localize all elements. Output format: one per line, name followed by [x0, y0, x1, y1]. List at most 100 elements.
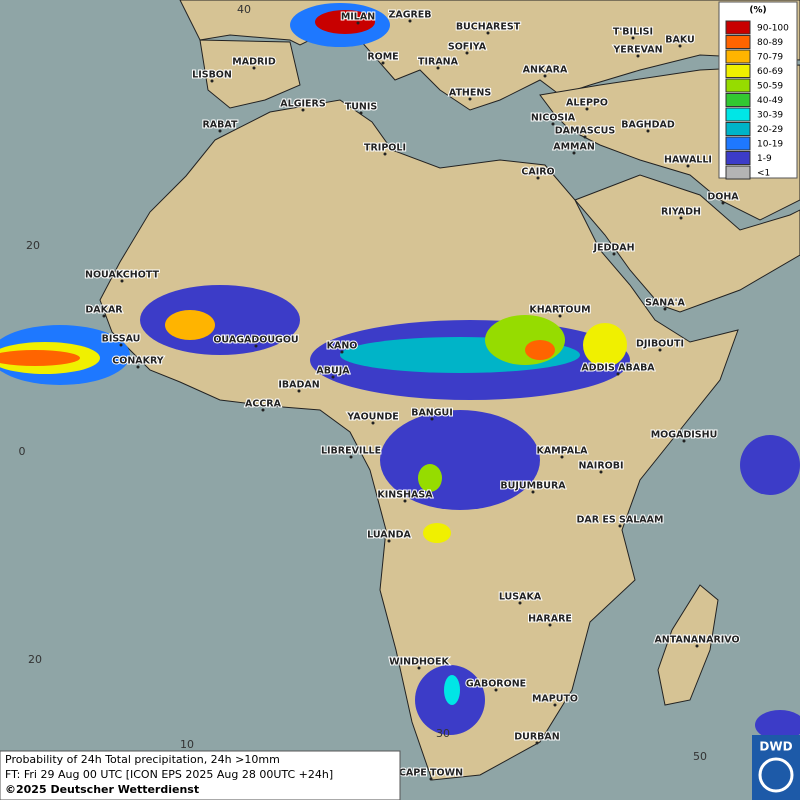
city-dot — [682, 439, 686, 443]
city-dot — [102, 314, 106, 318]
logo-box — [752, 735, 800, 800]
legend-label: 90-100 — [757, 24, 789, 34]
city-label: MOGADISHU — [651, 430, 718, 441]
city-label: ANTANANARIVO — [654, 635, 739, 646]
footer-box — [0, 750, 401, 801]
city-label: RABAT — [202, 120, 238, 131]
city-dot — [585, 107, 589, 111]
city-dot — [548, 623, 552, 627]
city-dot — [119, 343, 123, 347]
city-dot — [543, 74, 547, 78]
logo: DWD — [752, 735, 800, 800]
legend-label: 1-9 — [757, 154, 772, 164]
legend-label: 10-19 — [757, 140, 783, 150]
city-dot — [558, 314, 562, 318]
city-label: BAGHDAD — [621, 120, 675, 131]
arabia — [574, 174, 800, 313]
grid-label: 30 — [436, 727, 450, 740]
city-dot — [572, 151, 576, 155]
precip-area — [315, 10, 375, 34]
city-label: AMMAN — [553, 142, 595, 153]
legend-swatch — [725, 78, 751, 93]
city-label: KHARTOUM — [529, 305, 590, 316]
legend-swatch — [725, 107, 751, 122]
city-dot — [371, 421, 375, 425]
city-label: TRIPOLI — [364, 143, 406, 154]
precip-area — [583, 323, 627, 367]
city-label: DOHA — [707, 192, 739, 203]
city-label: DAR ES SALAAM — [577, 515, 664, 526]
city-label: DJIBOUTI — [636, 339, 684, 350]
grid-label: 10 — [180, 738, 194, 751]
city-dot — [599, 470, 603, 474]
city-dot — [686, 164, 690, 168]
city-dot — [536, 176, 540, 180]
city-label: KAMPALA — [536, 446, 588, 457]
city-label: MILAN — [341, 12, 375, 23]
city-dot — [381, 61, 385, 65]
city-label: GABORONE — [466, 679, 526, 690]
city-dot — [560, 455, 564, 459]
city-dot — [297, 389, 301, 393]
city-dot — [678, 44, 682, 48]
legend-label: 40-49 — [757, 96, 783, 106]
city-dot — [356, 21, 360, 25]
legend-label: 50-59 — [757, 82, 783, 92]
precip-area — [418, 464, 442, 492]
city-dot — [359, 111, 363, 115]
city-dot — [254, 344, 258, 348]
city-label: CAIRO — [521, 167, 554, 178]
legend-label: 70-79 — [757, 53, 783, 63]
city-label: ZAGREB — [388, 10, 431, 21]
city-label: MADRID — [232, 57, 276, 68]
city-label: BAKU — [665, 35, 695, 46]
city-dot — [583, 135, 587, 139]
city-label: ALGIERS — [280, 99, 326, 110]
legend-swatch — [725, 20, 751, 35]
legend-swatch — [725, 151, 751, 165]
city-dot — [301, 108, 305, 112]
precipitation — [0, 3, 800, 740]
footer-line: FT: Fri 29 Aug 00 UTC [ICON EPS 2025 Aug… — [5, 768, 333, 781]
city-dot — [331, 375, 335, 379]
city-label: ABUJA — [316, 366, 350, 377]
city-label: LUANDA — [367, 530, 411, 541]
city-dot — [136, 365, 140, 369]
legend-label: 20-29 — [757, 125, 783, 135]
city-label: BISSAU — [102, 334, 141, 345]
cities: MILAN ZAGREB BUCHAREST SOFIYA ROME TIRANA MADR… — [84, 9, 795, 781]
city-dot — [429, 777, 433, 781]
city-dot — [465, 51, 469, 55]
city-label: NICOSIA — [531, 113, 576, 124]
city-label: ROME — [367, 52, 398, 63]
precip-area — [165, 310, 215, 340]
city-dot — [553, 703, 557, 707]
precip-area — [755, 710, 800, 740]
city-label: DAMASCUS — [555, 126, 616, 137]
city-dot — [120, 279, 124, 283]
grid-label: 40 — [237, 3, 251, 16]
city-label: LIBREVILLE — [321, 446, 381, 457]
city-dot — [663, 307, 667, 311]
grid-label: 20 — [26, 239, 40, 252]
city-dot — [486, 31, 490, 35]
city-dot — [403, 499, 407, 503]
city-label: WINDHOEK — [389, 657, 449, 668]
precip-area — [0, 350, 80, 366]
city-label: CONAKRY — [112, 356, 164, 367]
legend-swatch — [725, 122, 751, 136]
city-dot — [695, 644, 699, 648]
grid-label: 50 — [693, 750, 707, 763]
city-dot — [721, 201, 725, 205]
city-label: CAPE TOWN — [399, 768, 463, 779]
grid-label: 0 — [19, 445, 26, 458]
city-dot — [252, 66, 256, 70]
city-label: SANA'A — [645, 298, 685, 309]
city-dot — [218, 129, 222, 133]
legend-swatch — [725, 49, 751, 64]
logo-icon — [758, 757, 794, 793]
city-dot — [210, 79, 214, 83]
city-dot — [679, 216, 683, 220]
city-dot — [468, 97, 472, 101]
